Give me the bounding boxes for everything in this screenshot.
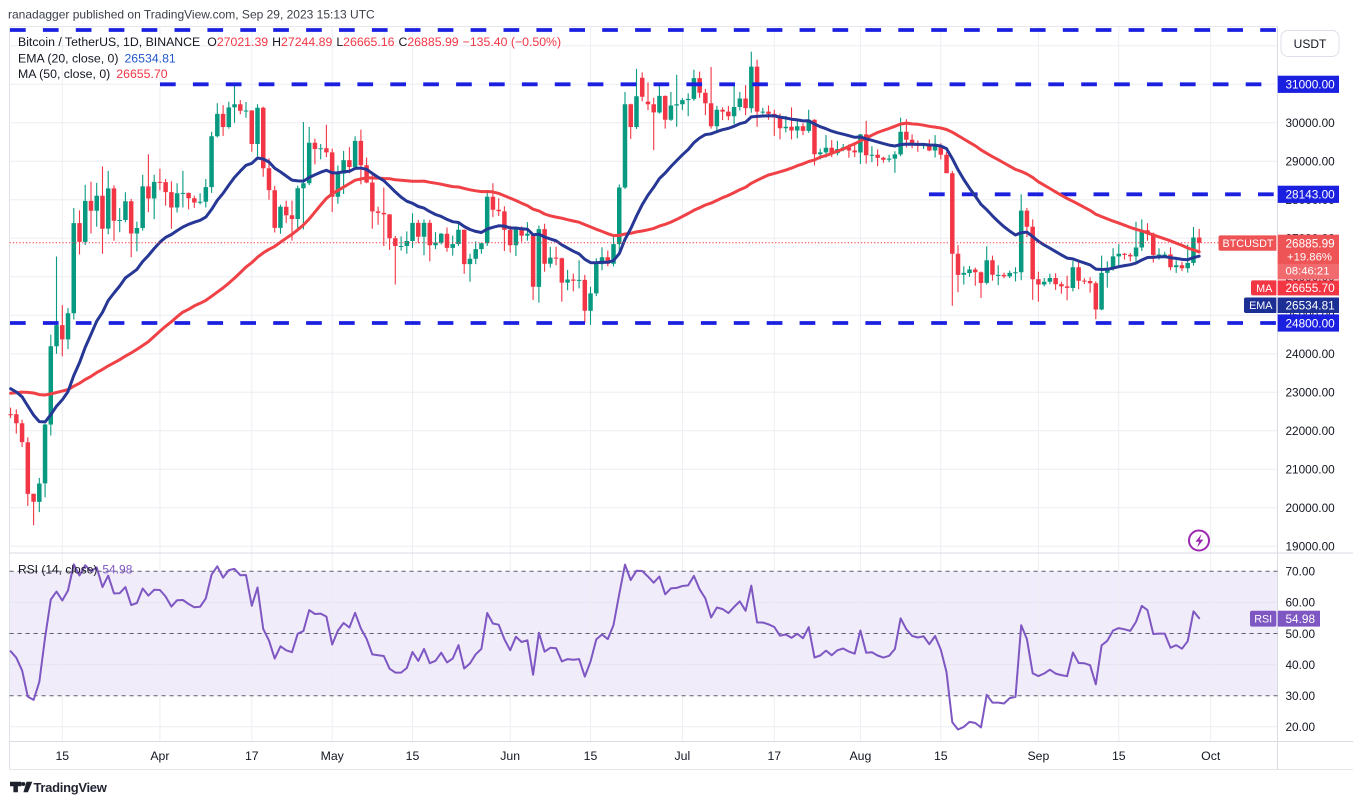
- svg-text:50.00: 50.00: [1286, 627, 1316, 641]
- svg-text:20.00: 20.00: [1286, 720, 1316, 734]
- svg-text:Bitcoin / TetherUS, 1D, BINANC: Bitcoin / TetherUS, 1D, BINANCE O27021.39…: [18, 35, 561, 49]
- svg-text:30000.00: 30000.00: [1286, 116, 1336, 130]
- svg-text:26885.99: 26885.99: [1286, 237, 1335, 251]
- svg-text:Aug: Aug: [849, 749, 871, 763]
- svg-text:26534.81: 26534.81: [1286, 299, 1335, 313]
- svg-text:15: 15: [55, 749, 69, 763]
- svg-text:08:46:21: 08:46:21: [1286, 266, 1330, 278]
- svg-text:15: 15: [1112, 749, 1126, 763]
- svg-text:29000.00: 29000.00: [1286, 155, 1336, 169]
- svg-text:28143.00: 28143.00: [1286, 188, 1336, 202]
- svg-text:USDT: USDT: [1294, 37, 1327, 51]
- svg-text:22000.00: 22000.00: [1286, 424, 1336, 438]
- svg-text:40.00: 40.00: [1286, 658, 1316, 672]
- svg-text:Apr: Apr: [150, 749, 169, 763]
- svg-text:MA (50, close, 0)26655.70: MA (50, close, 0) 26655.70: [18, 67, 168, 81]
- svg-text:EMA: EMA: [1249, 300, 1273, 312]
- svg-text:54.98: 54.98: [1286, 612, 1316, 626]
- svg-text:TradingView: TradingView: [34, 780, 108, 795]
- svg-text:ranadagger published on Tradin: ranadagger published on TradingView.com,…: [8, 8, 375, 22]
- svg-text:17: 17: [245, 749, 259, 763]
- svg-text:19000.00: 19000.00: [1286, 540, 1336, 554]
- svg-text:23000.00: 23000.00: [1286, 386, 1336, 400]
- svg-text:24800.00: 24800.00: [1286, 316, 1336, 330]
- svg-text:EMA (20, close, 0)26534.81: EMA (20, close, 0) 26534.81: [18, 51, 176, 65]
- svg-text:Jul: Jul: [675, 749, 691, 763]
- svg-text:21000.00: 21000.00: [1286, 463, 1336, 477]
- svg-text:26655.70: 26655.70: [1286, 281, 1336, 295]
- svg-text:20000.00: 20000.00: [1286, 501, 1336, 515]
- svg-text:60.00: 60.00: [1286, 596, 1316, 610]
- svg-text:31000.00: 31000.00: [1286, 78, 1336, 92]
- svg-text:70.00: 70.00: [1286, 565, 1316, 579]
- svg-text:BTCUSDT: BTCUSDT: [1223, 238, 1274, 250]
- svg-text:17: 17: [767, 749, 781, 763]
- svg-text:May: May: [321, 749, 345, 763]
- svg-text:15: 15: [584, 749, 598, 763]
- svg-text:Sep: Sep: [1027, 749, 1049, 763]
- svg-text:MA: MA: [1256, 283, 1273, 295]
- svg-text:Oct: Oct: [1201, 749, 1221, 763]
- svg-text:RSI (14, close)54.98: RSI (14, close) 54.98: [18, 563, 133, 577]
- svg-text:15: 15: [934, 749, 948, 763]
- svg-text:Jun: Jun: [500, 749, 520, 763]
- svg-text:24000.00: 24000.00: [1286, 347, 1336, 361]
- svg-text:30.00: 30.00: [1286, 689, 1316, 703]
- svg-text:15: 15: [406, 749, 420, 763]
- svg-text:+19.86%: +19.86%: [1287, 252, 1332, 264]
- svg-text:RSI: RSI: [1254, 614, 1272, 626]
